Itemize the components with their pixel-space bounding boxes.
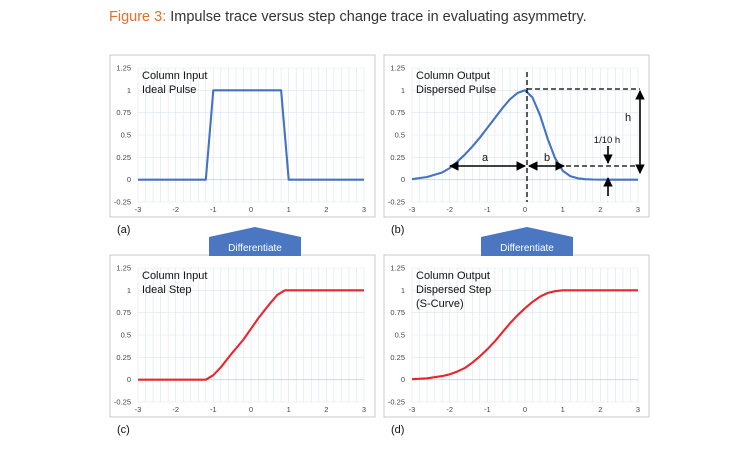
x-tick-label: -2: [172, 205, 179, 214]
differentiate-arrow-left: Differentiate: [209, 227, 301, 256]
differentiate-label-right: Differentiate: [500, 243, 554, 254]
x-tick-label: -1: [210, 205, 217, 214]
panel-label: (b): [391, 224, 404, 236]
panel-title-line: (S-Curve): [416, 298, 464, 310]
y-tick-label: 0.25: [390, 353, 405, 362]
b-label: b: [544, 152, 550, 164]
x-tick-label: -1: [484, 405, 491, 414]
x-tick-label: 1: [287, 205, 291, 214]
x-tick-label: -1: [484, 205, 491, 214]
series-line: [138, 89, 364, 181]
figure-label: Figure 3:: [109, 9, 167, 25]
panel-title-line: Dispersed Step: [416, 284, 491, 296]
x-tick-label: -3: [409, 405, 416, 414]
y-tick-label: 0.25: [116, 353, 131, 362]
y-tick-label: -0.25: [388, 198, 405, 207]
y-tick-label: 0.75: [390, 308, 405, 317]
panel-a: -0.25 0 0.25 0.5 0.75 1 1.25 -3 -2 -1 0 1 2 3 Column I…: [109, 54, 376, 236]
panel-title-line: Column Output: [416, 270, 490, 282]
x-tick-label: -3: [135, 205, 142, 214]
x-tick-label: 0: [249, 205, 253, 214]
x-tick-label: 0: [523, 205, 527, 214]
y-tick-label: 0.75: [390, 108, 405, 117]
y-tick-label: 1.25: [390, 64, 405, 73]
y-tick-label: 0.5: [121, 331, 131, 340]
x-tick-label: 1: [561, 405, 565, 414]
x-tick-label: -2: [172, 405, 179, 414]
y-tick-label: 0.5: [395, 331, 405, 340]
series-line: [411, 289, 638, 381]
y-tick-label: 0.5: [395, 131, 405, 140]
x-tick-label: -2: [446, 205, 453, 214]
x-tick-label: 3: [636, 405, 640, 414]
y-tick-label: 0.25: [390, 153, 405, 162]
y-tick-label: 1: [401, 286, 405, 295]
panel-label: (c): [117, 424, 130, 436]
x-tick-label: -3: [135, 405, 142, 414]
x-tick-label: 1: [561, 205, 565, 214]
differentiate-label-left: Differentiate: [228, 243, 282, 254]
series-line: [138, 289, 364, 381]
panel-label: (a): [117, 224, 130, 236]
x-tick-label: 2: [598, 205, 602, 214]
y-tick-label: 1: [127, 86, 131, 95]
panel-frame: [109, 254, 376, 418]
x-tick-label: -2: [446, 405, 453, 414]
y-tick-label: -0.25: [114, 398, 131, 407]
figure-caption: Figure 3: Impulse trace versus step chan…: [109, 9, 587, 25]
panel-d: -0.25 0 0.25 0.5 0.75 1 1.25 -3 -2 -1 0 1 2 3 Column O…: [383, 254, 650, 436]
y-tick-label: -0.25: [388, 398, 405, 407]
panel-b: -0.25 0 0.25 0.5 0.75 1 1.25 -3 -2 -1 0 1 2 3 Column O…: [383, 54, 650, 236]
panel-title-line: Column Input: [142, 70, 207, 82]
x-tick-label: 2: [324, 405, 328, 414]
x-tick-label: 2: [324, 205, 328, 214]
x-tick-label: 3: [362, 205, 366, 214]
y-tick-label: 1.25: [390, 264, 405, 273]
x-tick-label: -3: [409, 205, 416, 214]
y-tick-label: 1.25: [116, 264, 131, 273]
panel-frame: [109, 54, 376, 218]
x-tick-label: 1: [287, 405, 291, 414]
y-tick-label: 1.25: [116, 64, 131, 73]
y-tick-label: 0: [127, 175, 131, 184]
panel-title-line: Column Output: [416, 70, 490, 82]
panel-title-line: Ideal Step: [142, 284, 192, 296]
y-tick-label: 0.75: [116, 308, 131, 317]
x-tick-label: 3: [362, 405, 366, 414]
x-tick-label: 3: [636, 205, 640, 214]
y-tick-label: 1: [401, 86, 405, 95]
panel-title-line: Ideal Pulse: [142, 84, 196, 96]
panel-frame: [383, 54, 650, 218]
y-tick-label: 0.5: [121, 131, 131, 140]
x-tick-label: 0: [523, 405, 527, 414]
y-tick-label: 1: [127, 286, 131, 295]
asymmetry-annotations: a b h 1/10 h: [449, 72, 645, 202]
y-tick-label: 0: [401, 175, 405, 184]
y-tick-label: -0.25: [114, 198, 131, 207]
x-tick-label: 0: [249, 405, 253, 414]
x-tick-label: 2: [598, 405, 602, 414]
panel-label: (d): [391, 424, 404, 436]
a-label: a: [482, 152, 489, 164]
h-label: h: [625, 112, 631, 124]
y-tick-label: 0: [401, 375, 405, 384]
differentiate-arrow-right: Differentiate: [481, 227, 573, 256]
tenth-h-label: 1/10 h: [594, 135, 620, 146]
panel-title-line: Dispersed Pulse: [416, 84, 496, 96]
x-tick-label: -1: [210, 405, 217, 414]
y-tick-label: 0.75: [116, 108, 131, 117]
y-tick-label: 0: [127, 375, 131, 384]
y-tick-label: 0.25: [116, 153, 131, 162]
caption-text: Impulse trace versus step change trace i…: [170, 9, 587, 25]
panel-frame: [383, 254, 650, 418]
panel-c: -0.25 0 0.25 0.5 0.75 1 1.25 -3 -2 -1 0 1 2 3 Column I…: [109, 254, 376, 436]
panel-title-line: Column Input: [142, 270, 207, 282]
